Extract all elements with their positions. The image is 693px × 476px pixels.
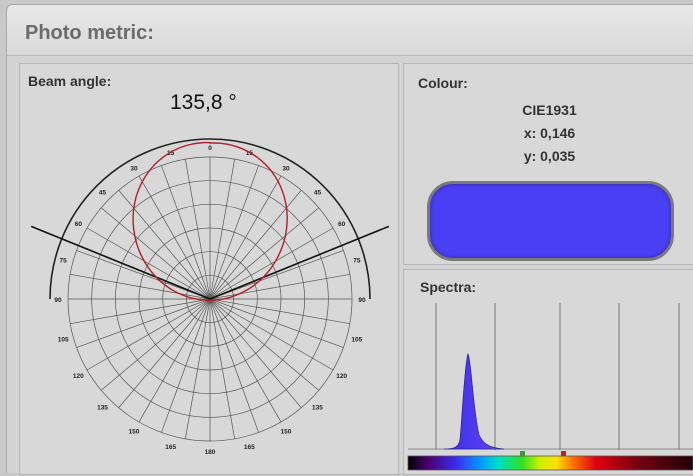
spectrum-marker-green (520, 451, 525, 456)
polar-ring (162, 251, 258, 347)
cie-y-value: y: 0,035 (523, 148, 576, 164)
polar-angle-label: 15 (246, 150, 254, 157)
spectrum-color-bar (407, 455, 693, 471)
polar-angle-label: 135 (97, 404, 108, 411)
polar-angle-label: 150 (281, 429, 292, 436)
beam-angle-label: Beam angle: (28, 73, 112, 89)
beam-edge-left-line (30, 225, 211, 300)
polar-angle-label: 45 (314, 190, 322, 197)
colour-label: Colour: (418, 75, 468, 91)
polar-angle-label: 15 (167, 150, 175, 157)
polar-angle-label: 165 (244, 444, 255, 451)
polar-angle-label: 30 (130, 165, 138, 172)
polar-outer-arc (49, 138, 371, 300)
polar-angle-label: 150 (129, 429, 140, 436)
polar-angle-label: 45 (99, 190, 107, 197)
polar-angle-label: 75 (60, 258, 68, 265)
window-title: Photo metric: (25, 22, 154, 44)
polar-ring (91, 180, 329, 418)
polar-angle-label: 75 (353, 258, 361, 265)
photometric-window: Photo metric: Beam angle: 135,8 ° 0 15 15 3… (6, 4, 693, 475)
polar-ring (185, 274, 235, 324)
intensity-curve (132, 141, 288, 302)
cie-standard: CIE1931 (522, 102, 577, 118)
spectrum-marker-red (561, 451, 566, 456)
polar-diagram: 0 15 15 30 30 45 45 60 60 75 75 90 90 105 105 120 120 135… (30, 138, 390, 456)
cie-x-value: x: 0,146 (523, 125, 576, 141)
spectra-label: Spectra: (420, 279, 477, 295)
polar-angle-label: 90 (54, 297, 62, 304)
polar-angle-label: 0 (208, 145, 212, 152)
beam-angle-panel: Beam angle: 135,8 ° 0 15 15 30 30 45 45 60 60 75 7… (19, 63, 399, 475)
polar-angle-label: 105 (351, 336, 362, 343)
spectra-graph (407, 303, 693, 471)
polar-angle-label: 30 (282, 165, 290, 172)
polar-angle-label: 165 (165, 444, 176, 451)
polar-ring (138, 227, 282, 371)
beam-edge-right-line (209, 225, 390, 300)
polar-angle-label: 120 (73, 373, 84, 380)
polar-ring (114, 203, 306, 395)
colour-swatch (427, 181, 674, 261)
spectra-panel: Spectra: (403, 269, 693, 475)
polar-angle-label: 105 (58, 336, 69, 343)
polar-angle-label: 120 (336, 373, 347, 380)
beam-angle-value: 135,8 ° (170, 91, 237, 114)
polar-angle-label: 60 (338, 221, 346, 228)
polar-angle-label: 135 (312, 404, 323, 411)
polar-angle-label: 180 (205, 449, 216, 456)
spectra-peak (443, 353, 505, 450)
polar-angle-label: 90 (358, 297, 366, 304)
polar-angle-label: 60 (75, 221, 83, 228)
colour-panel: Colour: CIE1931 x: 0,146 y: 0,035 (403, 63, 693, 265)
title-bar: Photo metric: (7, 5, 693, 56)
polar-ring (67, 156, 353, 442)
